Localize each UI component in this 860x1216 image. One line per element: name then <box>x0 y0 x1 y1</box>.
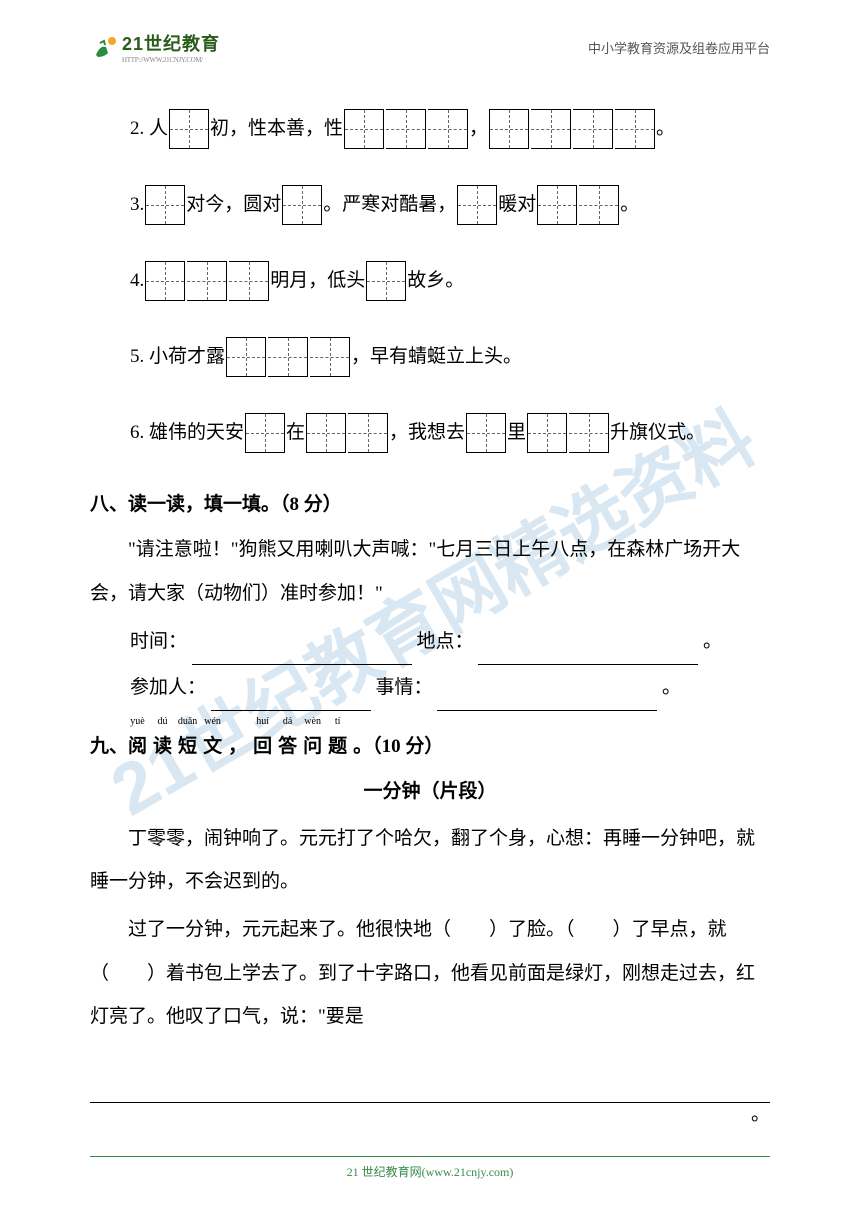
writing-box[interactable] <box>244 413 286 453</box>
ruby-char: 读dú <box>153 731 172 758</box>
q6-text: 在 <box>286 418 305 448</box>
writing-box-group[interactable] <box>225 337 351 377</box>
writing-box[interactable] <box>365 261 407 301</box>
ruby-char: 问wèn <box>303 731 322 758</box>
q3-text: 3. <box>130 190 144 220</box>
pinyin: dá <box>283 716 292 727</box>
heading-prefix: 九、 <box>90 736 128 757</box>
pinyin: tí <box>335 716 341 727</box>
header-subtitle: 中小学教育资源及组卷应用平台 <box>588 38 770 57</box>
page-footer: 21 世纪教育网(www.21cnjy.com) <box>0 1156 860 1180</box>
ruby-char: 阅yuè <box>128 731 147 758</box>
q2-text: 2. 人 <box>130 114 168 144</box>
period: 。 <box>656 114 675 144</box>
time-label: 时间： <box>130 631 187 652</box>
passage-title: 一分钟（片段） <box>90 776 770 803</box>
pinyin: duǎn <box>178 716 197 727</box>
logo: 21世纪教育 HTTP://WWW.21CNJY.COM/ <box>90 30 220 64</box>
footer-divider <box>90 1156 770 1157</box>
logo-text: 21世纪教育 <box>122 30 220 56</box>
period: 。 <box>703 631 722 652</box>
writing-box[interactable] <box>456 185 498 225</box>
section-8-heading: 八、读一读，填一填。（8 分） <box>90 489 770 516</box>
logo-icon <box>90 33 118 61</box>
question-4: 4. 明月，低头 故乡。 <box>90 261 770 301</box>
place-label: 地点： <box>417 631 474 652</box>
writing-box-group[interactable] <box>536 185 620 225</box>
q6-text: 升旗仪式。 <box>610 418 705 448</box>
q2-text: 初，性本善，性 <box>210 114 343 144</box>
fill-row-2: 参加人： 事情： 。 <box>90 665 770 711</box>
people-label: 参加人： <box>130 677 206 698</box>
question-5: 5. 小荷才露 ，早有蜻蜓立上头。 <box>90 337 770 377</box>
content-area: 2. 人 初，性本善，性 ， 。 3. 对今，圆对 。严寒对酷暑， 暖对 。 4… <box>0 74 860 1126</box>
time-blank[interactable] <box>192 643 412 665</box>
ruby-char: 文wén <box>203 731 222 758</box>
ruby-char: 题tí <box>328 731 347 758</box>
question-2: 2. 人 初，性本善，性 ， 。 <box>90 109 770 149</box>
fill-row-1: 时间： 地点： 。 <box>90 619 770 665</box>
writing-box-group[interactable] <box>526 413 610 453</box>
q3-text: 暖对 <box>498 190 536 220</box>
pinyin: wén <box>204 716 221 727</box>
q3-text: 对今，圆对 <box>186 190 281 220</box>
pinyin: huí <box>256 716 269 727</box>
q6-text: 6. 雄伟的天安 <box>130 418 244 448</box>
writing-box[interactable] <box>465 413 507 453</box>
period: 。 <box>90 1099 770 1126</box>
question-3: 3. 对今，圆对 。严寒对酷暑， 暖对 。 <box>90 185 770 225</box>
logo-url: HTTP://WWW.21CNJY.COM/ <box>122 56 220 64</box>
passage-p2: 过了一分钟，元元起来了。他很快地（ ）了脸。（ ）了早点，就（ ）着书包上学去了… <box>90 908 770 1039</box>
writing-box-group[interactable] <box>343 109 469 149</box>
period: 。 <box>662 677 681 698</box>
pinyin: wèn <box>304 716 321 727</box>
q4-text: 故乡。 <box>407 266 464 296</box>
thing-label: 事情： <box>376 677 433 698</box>
writing-box[interactable] <box>168 109 210 149</box>
passage-p1: 丁零零，闹钟响了。元元打了个哈欠，翻了个身，心想：再睡一分钟吧，就睡一分钟，不会… <box>90 817 770 904</box>
question-6: 6. 雄伟的天安 在 ，我想去 里 升旗仪式。 <box>90 413 770 453</box>
page-header: 21世纪教育 HTTP://WWW.21CNJY.COM/ 中小学教育资源及组卷… <box>0 0 860 74</box>
writing-box-group[interactable] <box>305 413 389 453</box>
q4-text: 明月，低头 <box>270 266 365 296</box>
q4-text: 4. <box>130 266 144 296</box>
q6-text: ，我想去 <box>389 418 465 448</box>
writing-box[interactable] <box>144 185 186 225</box>
section-9-heading: 九、阅yuè 读dú 短duǎn 文wén ， 回huí 答dá 问wèn 题tí 。（10 分） <box>90 731 770 758</box>
comma: ， <box>469 114 488 144</box>
section-8-passage: "请注意啦！"狗熊又用喇叭大声喊："七月三日上午八点，在森林广场开大会，请大家（… <box>90 528 770 615</box>
period: 。 <box>620 190 639 220</box>
q6-text: 里 <box>507 418 526 448</box>
people-blank[interactable] <box>211 689 371 711</box>
pinyin: yuè <box>130 716 144 727</box>
footer-text: 21 世纪教育网(www.21cnjy.com) <box>347 1165 514 1179</box>
ruby-char: 回huí <box>253 731 272 758</box>
writing-box-group[interactable] <box>488 109 656 149</box>
place-blank[interactable] <box>478 643 698 665</box>
heading-suffix: 。（10 分） <box>353 736 443 757</box>
ruby-char: 答dá <box>278 731 297 758</box>
q3-text: 。严寒对酷暑， <box>323 190 456 220</box>
thing-blank[interactable] <box>437 689 657 711</box>
writing-box-group[interactable] <box>144 261 270 301</box>
writing-box[interactable] <box>281 185 323 225</box>
ruby-char: ， <box>228 731 247 758</box>
pinyin: dú <box>158 716 168 727</box>
q5-text: ，早有蜻蜓立上头。 <box>351 342 522 372</box>
ruby-char: 短duǎn <box>178 731 197 758</box>
q5-text: 5. 小荷才露 <box>130 342 225 372</box>
